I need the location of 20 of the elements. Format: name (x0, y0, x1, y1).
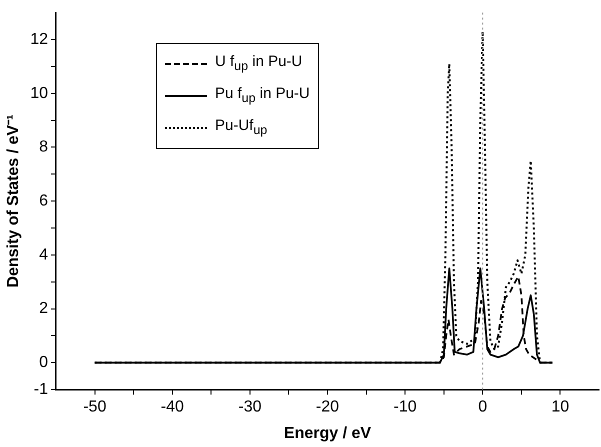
x-tick-label: 10 (551, 398, 570, 416)
y-tick-label: 12 (30, 30, 48, 48)
y-tick-label: 2 (39, 300, 48, 318)
x-tick-label: 0 (478, 398, 488, 416)
x-tick-label: -30 (238, 398, 262, 416)
y-tick-label: -1 (34, 381, 48, 398)
legend-label: U f$_{up}$ in Pu-U (214, 52, 302, 75)
x-tick-label: -40 (160, 398, 184, 416)
x-tick-label: -50 (83, 398, 106, 416)
y-tick-label: 6 (39, 192, 48, 210)
y-tick-label: 0 (39, 354, 48, 372)
x-tick-label: -20 (316, 398, 340, 416)
x-axis-title: Energy / eV (284, 424, 372, 442)
y-tick-label: 8 (39, 138, 48, 156)
legend-label: Pu-Uf$_{up}$ (214, 116, 268, 139)
legend-label: Pu f$_{up}$ in Pu-U (214, 84, 310, 107)
y-axis-title: Density of States / eV⁻¹ (5, 114, 22, 288)
y-tick-label: 4 (39, 246, 48, 264)
x-tick-label: -10 (394, 398, 417, 416)
y-tick-label: 10 (30, 84, 48, 102)
